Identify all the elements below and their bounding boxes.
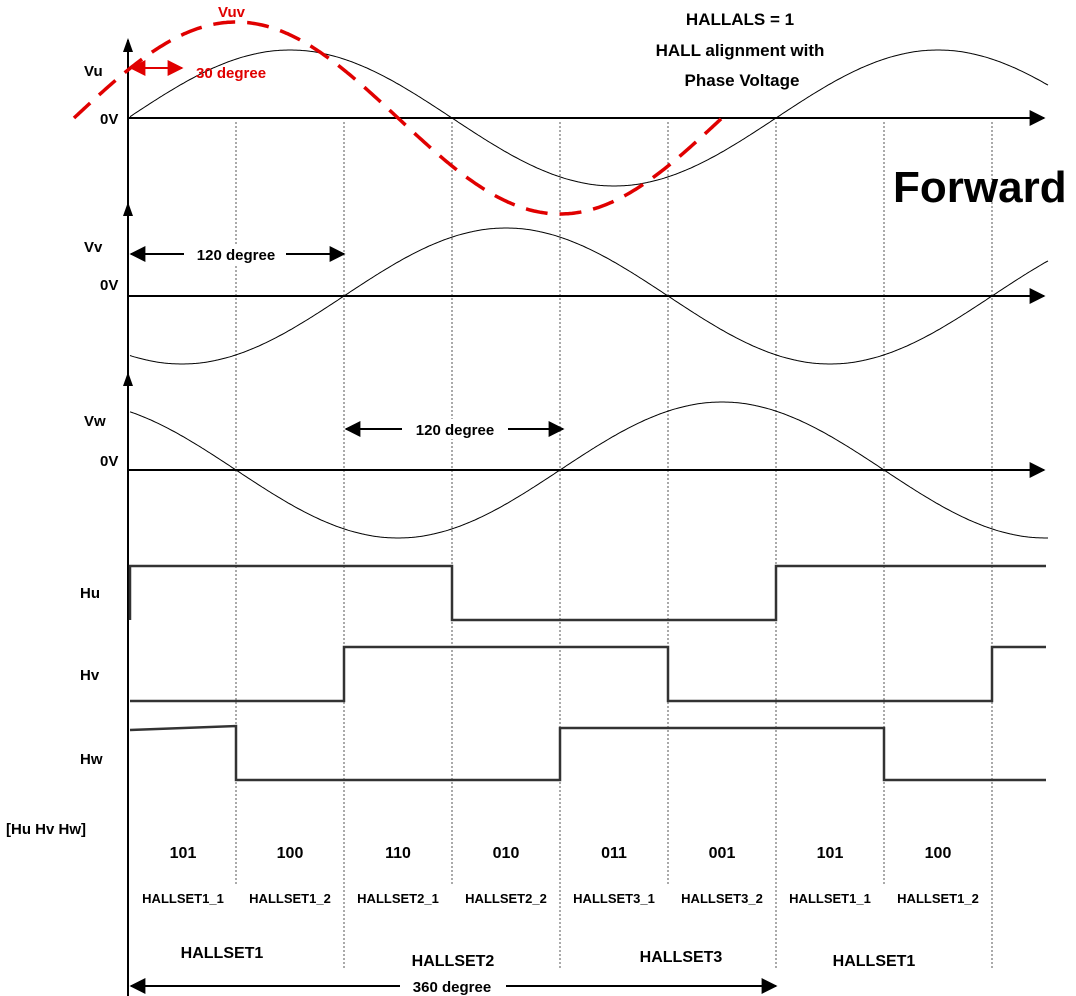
hallset-group: HALLSET2: [412, 953, 495, 970]
vv-zero-label: 0V: [100, 277, 118, 294]
hallset-segment: HALLSET2_2: [465, 891, 547, 906]
hall-code: 001: [709, 845, 736, 862]
deg120-vw-label-bg: [402, 419, 508, 439]
bit-order-header: [Hu Hv Hw]: [6, 821, 86, 838]
vu-label: Vu: [84, 63, 103, 80]
hallset-group: HALLSET1: [833, 953, 916, 970]
vw-zero-label: 0V: [100, 453, 118, 470]
hall-code: 011: [601, 845, 627, 862]
hall-code: 101: [817, 845, 844, 862]
hu-label: Hu: [80, 585, 100, 602]
hallset-segment: HALLSET1_1: [142, 891, 224, 906]
deg120-vw-label: 120 degree: [416, 422, 494, 439]
vv-label: Vv: [84, 239, 103, 256]
vuv-label: Vuv: [218, 4, 246, 21]
hallset-segment: HALLSET1_2: [249, 891, 331, 906]
deg120-vv-label: 120 degree: [197, 247, 275, 264]
hallset-segment: HALLSET1_1: [789, 891, 871, 906]
vu-zero-label: 0V: [100, 111, 118, 128]
deg120-vv-label-bg: [184, 244, 286, 264]
vw-label: Vw: [84, 413, 106, 430]
hall-code: 110: [385, 845, 411, 862]
title-line1: HALLALS = 1: [686, 10, 794, 29]
vw-waveform: [129, 401, 1048, 539]
hv-signal: [130, 645, 1046, 703]
hallset-segment: HALLSET3_2: [681, 891, 763, 906]
vv-waveform: [129, 227, 1049, 365]
hall-code: 101: [170, 845, 197, 862]
deg30-label: 30 degree: [196, 65, 266, 82]
hallset-segments: HALLSET1_1 HALLSET1_2 HALLSET2_1 HALLSET…: [142, 891, 979, 906]
title-line2: HALL alignment with: [656, 41, 825, 60]
deg360-label-bg: [400, 976, 506, 996]
title-line3: Phase Voltage: [685, 71, 800, 90]
hallset-segment: HALLSET2_1: [357, 891, 439, 906]
division-lines: [235, 122, 993, 970]
hallset-segment: HALLSET3_1: [573, 891, 655, 906]
axis-up-arrows: [123, 38, 133, 386]
hall-code: 010: [493, 845, 520, 862]
hallset-group: HALLSET3: [640, 949, 723, 966]
deg360-label: 360 degree: [413, 979, 491, 996]
vuv-waveform: [72, 20, 726, 216]
direction-label: Forward: [893, 163, 1067, 212]
vu-waveform: [129, 49, 1049, 187]
hall-code: 100: [925, 845, 952, 862]
hallset-segment: HALLSET1_2: [897, 891, 979, 906]
hv-label: Hv: [80, 667, 100, 684]
hw-signal: [129, 724, 1046, 782]
hw-label: Hw: [80, 751, 103, 768]
hall-code: 100: [277, 845, 304, 862]
hu-signal: [128, 564, 1046, 622]
hall-codes: 101 100 110 010 011 001 101 100: [170, 845, 952, 862]
hallset-group: HALLSET1: [181, 945, 264, 962]
